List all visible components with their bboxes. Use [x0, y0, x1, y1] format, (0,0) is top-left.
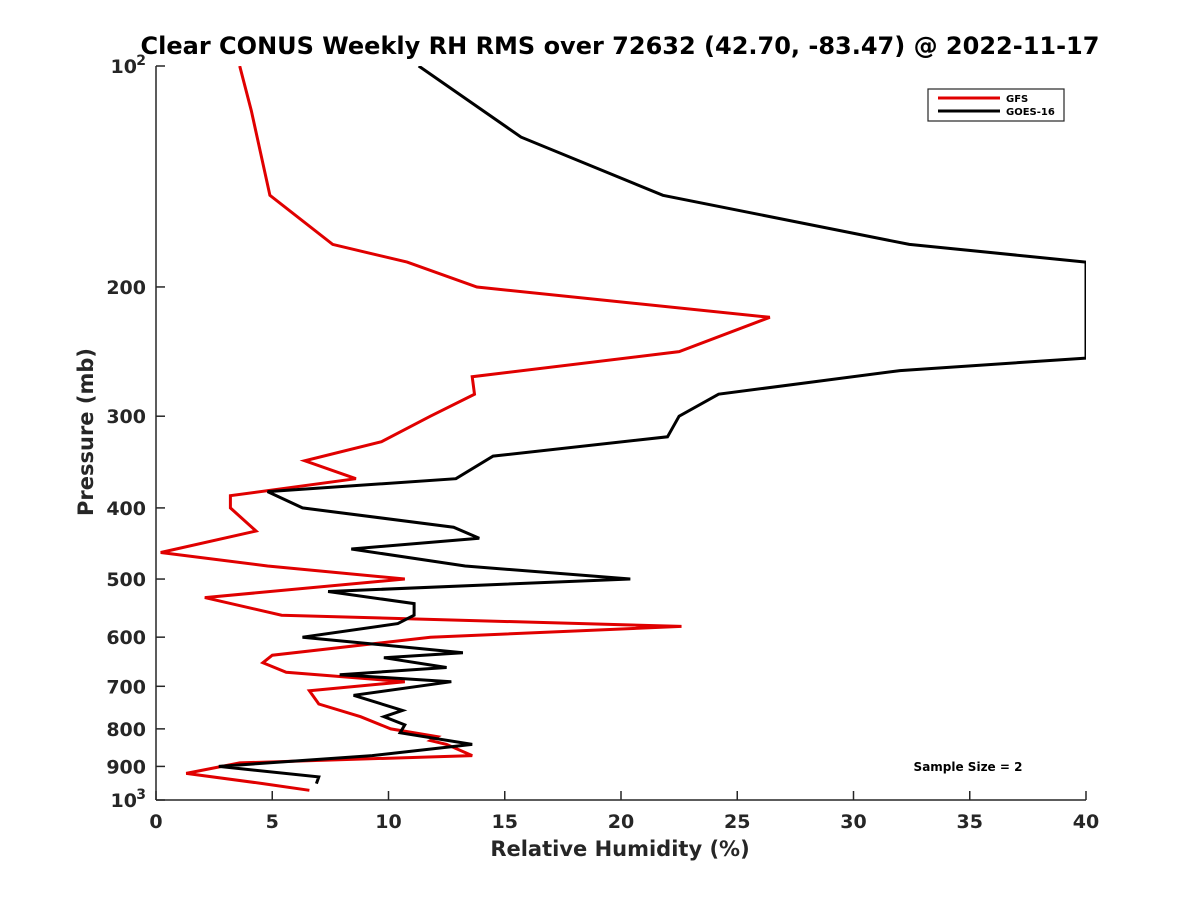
x-axis-label: Relative Humidity (%)	[490, 837, 749, 861]
x-ticks: 0 5 10 15 20 25 30 35 40	[149, 791, 1099, 833]
y-tick-label: 300	[106, 406, 146, 428]
x-tick-label: 30	[840, 811, 866, 833]
legend: GFS GOES-16	[927, 88, 1065, 122]
y-tick-label: 200	[106, 277, 146, 299]
chart-title: Clear CONUS Weekly RH RMS over 72632 (42…	[141, 32, 1100, 60]
y-tick-label: 600	[106, 627, 146, 649]
legend-label: GOES-16	[1006, 107, 1055, 118]
x-tick-label: 10	[375, 811, 401, 833]
series-line-goes-16	[218, 66, 1086, 785]
x-tick-label: 25	[724, 811, 750, 833]
x-tick-label: 40	[1073, 811, 1099, 833]
y-tick-label: 10	[111, 56, 137, 78]
x-tick-label: 5	[266, 811, 279, 833]
x-tick-label: 15	[492, 811, 518, 833]
x-tick-label: 0	[149, 811, 162, 833]
y-tick-label: 700	[106, 676, 146, 698]
y-axis-label: Pressure (mb)	[74, 348, 98, 516]
y-tick-exponent: 2	[136, 53, 146, 69]
series-line-gfs	[160, 66, 771, 792]
legend-label: GFS	[1006, 94, 1028, 105]
y-tick-label: 900	[106, 756, 146, 778]
y-tick-label: 10	[111, 790, 137, 812]
sample-size-annotation: Sample Size = 2	[914, 760, 1023, 774]
y-tick-label: 500	[106, 569, 146, 591]
x-tick-label: 35	[957, 811, 983, 833]
x-tick-label: 20	[608, 811, 634, 833]
legend-box	[927, 88, 1065, 122]
plot-area: 0 5 10 15 20 25 30 35 40 10 220030040050060070080…	[106, 53, 1099, 833]
y-tick-exponent: 3	[136, 787, 146, 803]
series-layer	[160, 66, 1086, 792]
y-tick-label: 400	[106, 498, 146, 520]
y-tick-label: 800	[106, 719, 146, 741]
